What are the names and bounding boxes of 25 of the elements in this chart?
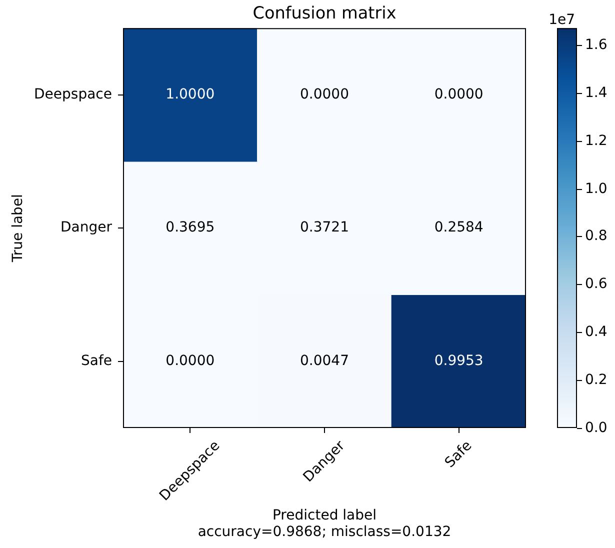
annotation: 0.3695 (166, 220, 215, 236)
annotation: 0.2584 (434, 220, 484, 236)
color-bar-label: 0.0 (585, 420, 608, 436)
color-bar-label: 1.4 (585, 85, 608, 102)
annotation: 0.0047 (300, 353, 349, 369)
y-tick-label: Danger (60, 220, 112, 236)
y-axis-title: True label (10, 194, 26, 264)
annotation: 0.0000 (166, 353, 215, 369)
x-axis-title: Predicted label accuracy=0.9868; misclass=0.0132 (198, 507, 452, 540)
color-bar-label: 0.2 (585, 372, 608, 388)
text: 1e7 (548, 12, 575, 28)
color-bar-label: 1.6 (585, 37, 608, 54)
color-bar-label: 0.8 (585, 228, 608, 244)
annotation: 0.9953 (434, 353, 484, 369)
annotation: 1.0000 (166, 86, 215, 102)
annotation: 0.0000 (434, 86, 484, 102)
y-tick-label: Safe (80, 353, 112, 369)
y-tick-label: Deepspace (34, 86, 112, 102)
annotation: 0.3721 (300, 220, 349, 236)
color-bar-label: 0.6 (585, 276, 608, 292)
color-bar-label: 0.4 (585, 324, 608, 340)
chart-title: Confusion matrix (252, 2, 396, 22)
color-bar-label: 1.2 (585, 133, 608, 150)
color-bar-label: 1.0 (585, 181, 608, 198)
annotation: 0.0000 (300, 86, 349, 102)
